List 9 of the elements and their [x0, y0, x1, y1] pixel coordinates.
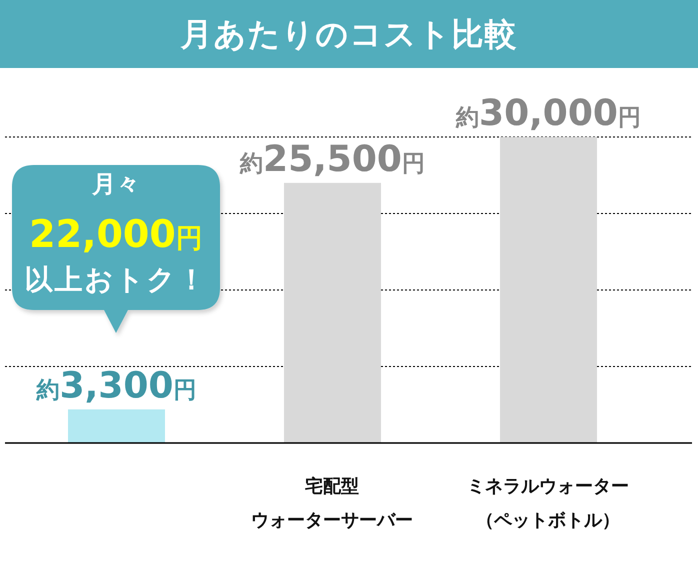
x-tick-label: 宅配型ウォーターサーバー	[251, 476, 413, 531]
annotation: 月々	[91, 170, 141, 199]
data-label: 約3,300円	[36, 365, 196, 406]
data-label: 約25,500円	[239, 138, 425, 180]
data-label: 約30,000円	[455, 93, 641, 134]
annotation: 以上おトク！	[24, 263, 208, 296]
x-tick-label: ミネラルウォーター（ペットボトル）	[467, 476, 629, 531]
chart-title: 月あたりのコスト比較	[0, 0, 698, 68]
annotation: 22,000円	[29, 212, 203, 256]
